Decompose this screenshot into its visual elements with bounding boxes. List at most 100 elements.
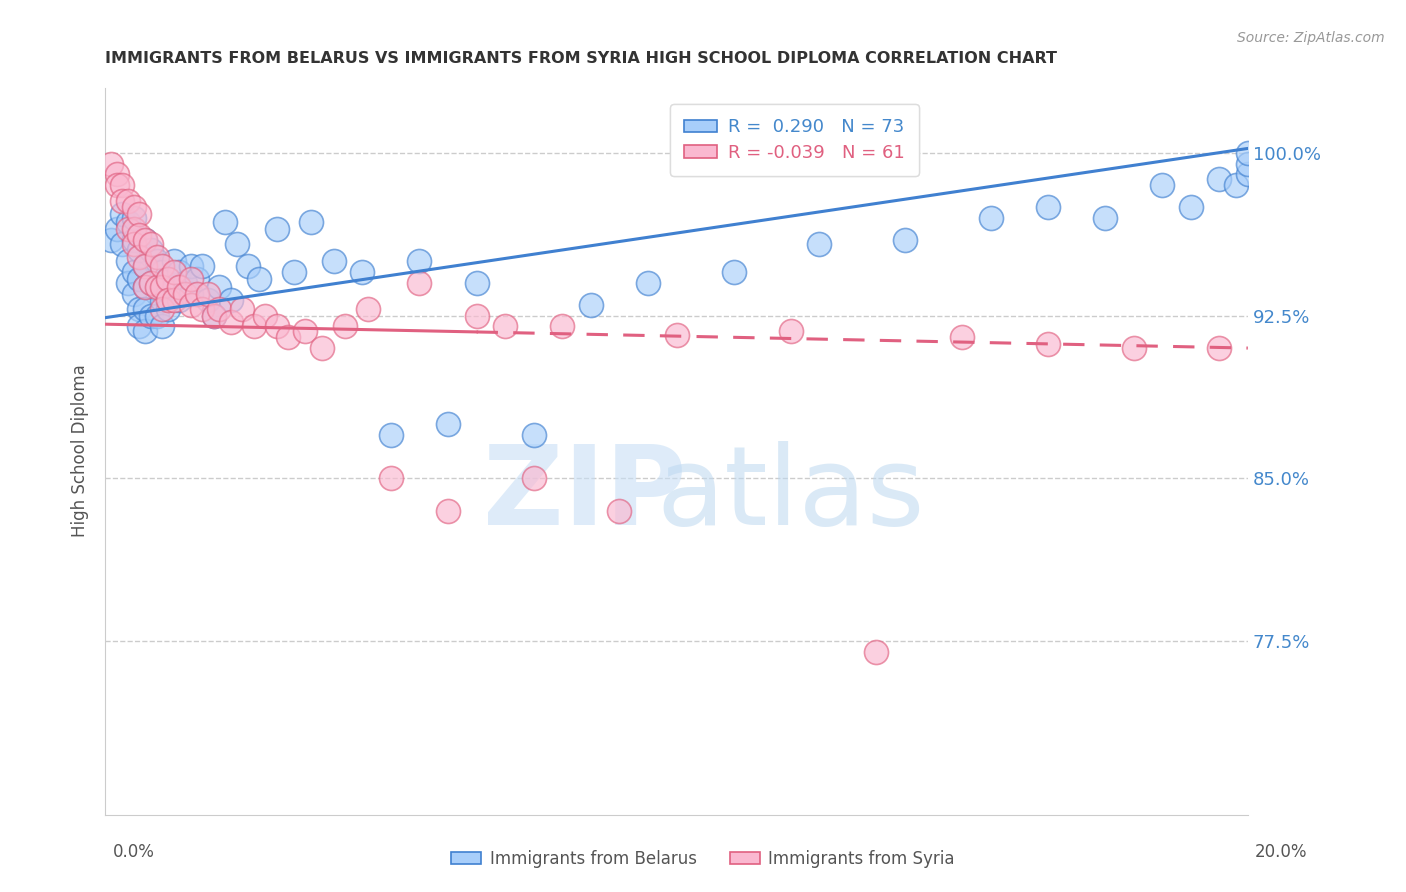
Point	[105, 168, 128, 182]
Point	[352, 265, 374, 279]
Point	[128, 301, 150, 316]
Point	[1208, 171, 1230, 186]
Point	[219, 293, 242, 308]
Text: 0.0%: 0.0%	[112, 843, 155, 861]
Point	[157, 271, 180, 285]
Point	[180, 298, 202, 312]
Point	[157, 293, 180, 308]
Point	[214, 215, 236, 229]
Point	[169, 293, 191, 308]
Point	[122, 233, 145, 247]
Point	[1208, 341, 1230, 355]
Point	[122, 200, 145, 214]
Point	[122, 211, 145, 225]
Point	[122, 236, 145, 251]
Point	[180, 286, 202, 301]
Point	[163, 280, 186, 294]
Point	[122, 265, 145, 279]
Point	[117, 221, 139, 235]
Point	[157, 271, 180, 285]
Point	[980, 211, 1002, 225]
Point	[1036, 336, 1059, 351]
Point	[523, 427, 546, 442]
Point	[139, 244, 162, 258]
Text: ZIP: ZIP	[484, 442, 686, 549]
Point	[134, 233, 156, 247]
Point	[242, 319, 264, 334]
Point	[145, 280, 167, 294]
Point	[236, 259, 259, 273]
Point	[865, 645, 887, 659]
Point	[117, 254, 139, 268]
Point	[249, 271, 271, 285]
Point	[1122, 341, 1144, 355]
Point	[128, 244, 150, 258]
Point	[408, 254, 430, 268]
Point	[779, 324, 801, 338]
Point	[380, 427, 402, 442]
Point	[111, 236, 134, 251]
Point	[202, 309, 225, 323]
Text: 20.0%: 20.0%	[1256, 843, 1308, 861]
Point	[283, 265, 305, 279]
Point	[311, 341, 333, 355]
Point	[128, 319, 150, 334]
Point	[254, 309, 277, 323]
Point	[134, 280, 156, 294]
Point	[1152, 178, 1174, 193]
Point	[163, 293, 186, 308]
Point	[186, 271, 208, 285]
Point	[333, 319, 356, 334]
Point	[197, 293, 219, 308]
Point	[157, 301, 180, 316]
Point	[145, 309, 167, 323]
Text: Source: ZipAtlas.com: Source: ZipAtlas.com	[1237, 31, 1385, 45]
Point	[117, 215, 139, 229]
Y-axis label: High School Diploma: High School Diploma	[72, 365, 89, 538]
Point	[1237, 156, 1260, 170]
Point	[111, 194, 134, 208]
Point	[197, 286, 219, 301]
Point	[437, 417, 460, 431]
Point	[111, 206, 134, 220]
Point	[609, 504, 631, 518]
Point	[134, 259, 156, 273]
Point	[225, 236, 247, 251]
Point	[465, 309, 488, 323]
Point	[1237, 145, 1260, 160]
Point	[117, 276, 139, 290]
Point	[191, 259, 214, 273]
Point	[150, 259, 173, 273]
Legend: Immigrants from Belarus, Immigrants from Syria: Immigrants from Belarus, Immigrants from…	[444, 844, 962, 875]
Point	[169, 280, 191, 294]
Point	[139, 276, 162, 290]
Point	[579, 298, 602, 312]
Point	[723, 265, 745, 279]
Point	[150, 265, 173, 279]
Point	[100, 156, 122, 170]
Point	[105, 221, 128, 235]
Point	[128, 250, 150, 264]
Point	[128, 271, 150, 285]
Point	[1036, 200, 1059, 214]
Point	[294, 324, 316, 338]
Point	[180, 271, 202, 285]
Point	[122, 221, 145, 235]
Point	[950, 330, 973, 344]
Point	[523, 471, 546, 485]
Point	[408, 276, 430, 290]
Point	[134, 324, 156, 338]
Text: atlas: atlas	[657, 442, 925, 549]
Point	[145, 280, 167, 294]
Point	[180, 259, 202, 273]
Point	[139, 276, 162, 290]
Point	[437, 504, 460, 518]
Point	[134, 301, 156, 316]
Point	[134, 259, 156, 273]
Point	[322, 254, 344, 268]
Point	[1094, 211, 1116, 225]
Point	[266, 221, 288, 235]
Point	[174, 286, 197, 301]
Point	[186, 286, 208, 301]
Point	[145, 254, 167, 268]
